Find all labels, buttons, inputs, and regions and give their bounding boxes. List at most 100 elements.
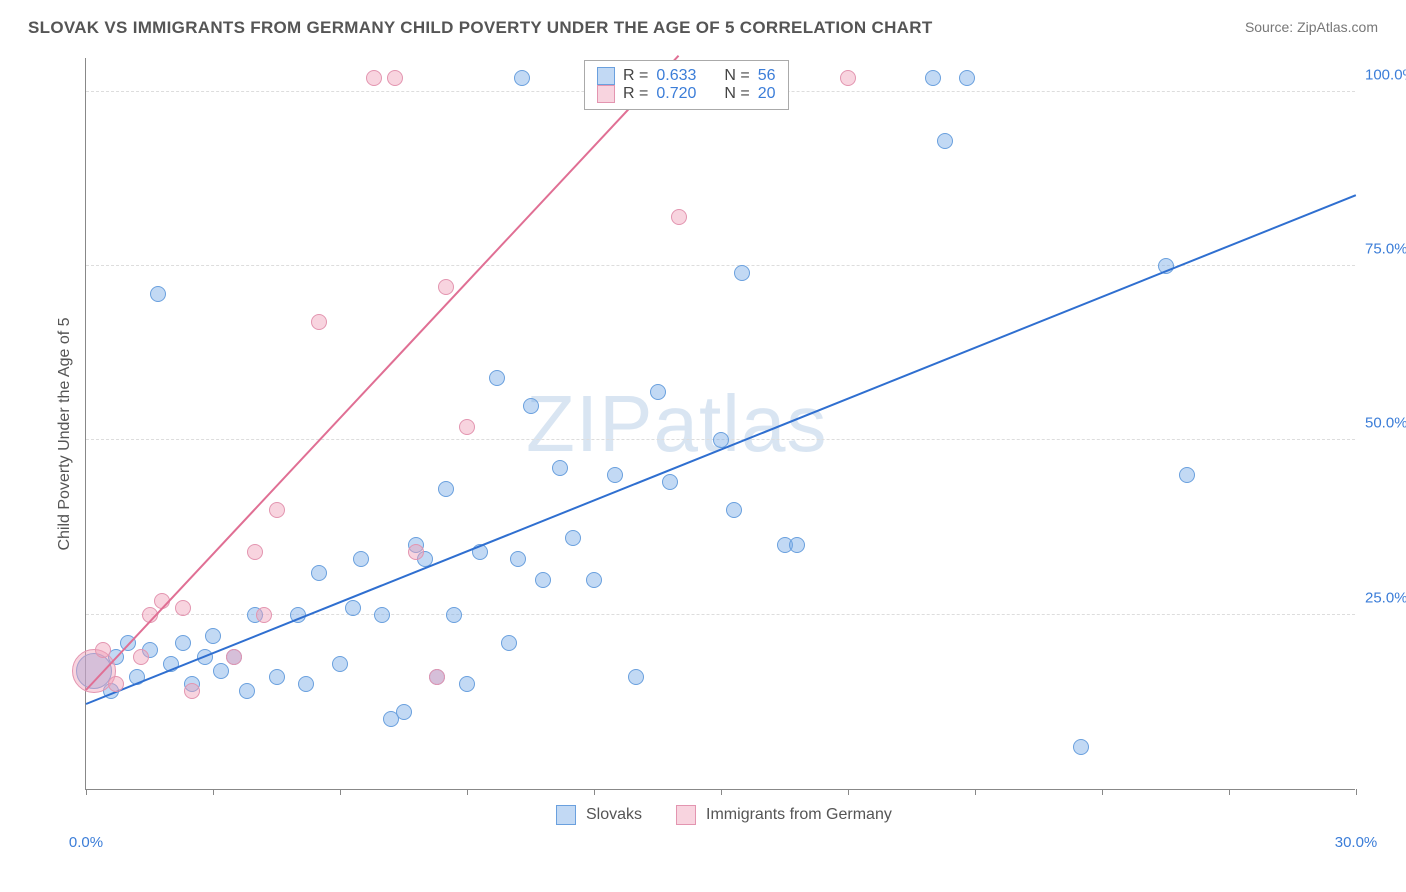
y-tick-label: 25.0% [1365,589,1406,606]
scatter-point [523,398,539,414]
source-name: ZipAtlas.com [1297,19,1378,35]
scatter-point [408,544,424,560]
scatter-point [269,502,285,518]
x-tick [975,789,976,795]
n-label: N = [724,67,749,85]
scatter-point [108,676,124,692]
trend-line [85,55,679,691]
correlation-legend: R = 0.633 N = 56 R = 0.720 N = 20 [584,60,789,110]
scatter-point [150,286,166,302]
scatter-point [353,551,369,567]
scatter-point [726,502,742,518]
scatter-point [95,642,111,658]
legend-swatch [597,67,615,85]
scatter-point [628,669,644,685]
y-tick-label: 75.0% [1365,241,1406,258]
chart-area: Child Poverty Under the Age of 5 ZIPatla… [55,58,1380,810]
scatter-point [840,70,856,86]
scatter-point [734,265,750,281]
r-label: R = [623,85,648,103]
scatter-point [535,572,551,588]
chart-title: SLOVAK VS IMMIGRANTS FROM GERMANY CHILD … [28,18,933,38]
source-line: Source: ZipAtlas.com [1245,19,1378,37]
scatter-point [311,314,327,330]
scatter-point [213,663,229,679]
scatter-point [510,551,526,567]
r-value: 0.720 [656,85,696,103]
scatter-point [1179,467,1195,483]
x-tick-label: 0.0% [69,834,103,851]
scatter-point [501,635,517,651]
scatter-point [175,635,191,651]
y-tick-label: 100.0% [1365,66,1406,83]
gridline [86,614,1355,615]
legend-row: R = 0.633 N = 56 [597,67,776,85]
legend-label: Slovaks [586,806,642,824]
x-tick [467,789,468,795]
r-label: R = [623,67,648,85]
scatter-point [184,683,200,699]
scatter-point [396,704,412,720]
scatter-point [175,600,191,616]
source-label: Source: [1245,19,1297,35]
x-tick-label: 30.0% [1335,834,1378,851]
scatter-point [937,133,953,149]
trend-line [86,195,1357,706]
x-tick [1229,789,1230,795]
scatter-point [438,279,454,295]
x-tick [340,789,341,795]
scatter-point [332,656,348,672]
scatter-point [133,649,149,665]
scatter-point [239,683,255,699]
scatter-point [959,70,975,86]
scatter-point [789,537,805,553]
y-axis-label: Child Poverty Under the Age of 5 [56,317,74,550]
scatter-point [226,649,242,665]
scatter-point [662,474,678,490]
legend-row: R = 0.720 N = 20 [597,85,776,103]
scatter-point [459,419,475,435]
scatter-point [1073,739,1089,755]
x-tick [1356,789,1357,795]
scatter-point [489,370,505,386]
y-tick-label: 50.0% [1365,415,1406,432]
scatter-point [374,607,390,623]
legend-swatch [676,805,696,825]
scatter-point [256,607,272,623]
scatter-point [366,70,382,86]
legend-swatch [556,805,576,825]
legend-swatch [597,85,615,103]
r-value: 0.633 [656,67,696,85]
legend-label: Immigrants from Germany [706,806,892,824]
scatter-point [607,467,623,483]
scatter-point [650,384,666,400]
scatter-point [565,530,581,546]
scatter-point [429,669,445,685]
n-value: 20 [758,85,776,103]
scatter-point [438,481,454,497]
x-tick [848,789,849,795]
scatter-point [586,572,602,588]
x-tick [1102,789,1103,795]
scatter-point [671,209,687,225]
scatter-point [311,565,327,581]
scatter-point [446,607,462,623]
x-tick [721,789,722,795]
scatter-point [345,600,361,616]
scatter-point [514,70,530,86]
scatter-plot: ZIPatlas 25.0%50.0%75.0%100.0%0.0%30.0%R… [85,58,1355,790]
x-tick [213,789,214,795]
scatter-point [459,676,475,692]
scatter-point [387,70,403,86]
scatter-point [298,676,314,692]
scatter-point [247,544,263,560]
scatter-point [205,628,221,644]
x-tick [594,789,595,795]
x-tick [86,789,87,795]
series-legend: Slovaks Immigrants from Germany [556,805,916,825]
n-value: 56 [758,67,776,85]
n-label: N = [724,85,749,103]
scatter-point [552,460,568,476]
scatter-point [269,669,285,685]
scatter-point [925,70,941,86]
